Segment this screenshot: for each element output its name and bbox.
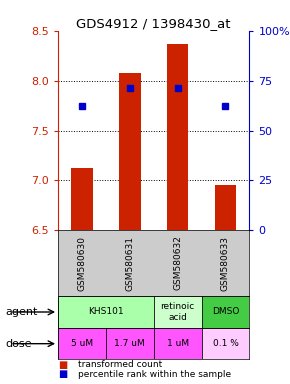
Text: DMSO: DMSO — [212, 308, 239, 316]
Text: ■: ■ — [58, 360, 67, 370]
Text: 5 uM: 5 uM — [71, 339, 93, 348]
Bar — [119, 73, 141, 230]
Text: transformed count: transformed count — [78, 360, 163, 369]
Text: percentile rank within the sample: percentile rank within the sample — [78, 370, 231, 379]
Bar — [154, 328, 202, 359]
Text: KHS101: KHS101 — [88, 308, 124, 316]
Text: GSM580633: GSM580633 — [221, 235, 230, 291]
Bar — [202, 296, 249, 328]
Bar — [167, 44, 189, 230]
Text: GSM580631: GSM580631 — [125, 235, 134, 291]
Text: 0.1 %: 0.1 % — [213, 339, 238, 348]
Bar — [215, 185, 236, 230]
Text: dose: dose — [6, 339, 32, 349]
Bar — [106, 328, 154, 359]
Bar — [58, 296, 154, 328]
Text: agent: agent — [6, 307, 38, 317]
Title: GDS4912 / 1398430_at: GDS4912 / 1398430_at — [77, 17, 231, 30]
Bar — [154, 296, 202, 328]
Text: retinoic
acid: retinoic acid — [160, 302, 195, 322]
Text: ■: ■ — [58, 369, 67, 379]
Bar — [71, 167, 93, 230]
Text: GSM580630: GSM580630 — [77, 235, 86, 291]
Bar — [202, 328, 249, 359]
Bar — [58, 328, 106, 359]
Text: GSM580632: GSM580632 — [173, 236, 182, 290]
Text: 1 uM: 1 uM — [166, 339, 189, 348]
Text: 1.7 uM: 1.7 uM — [114, 339, 145, 348]
